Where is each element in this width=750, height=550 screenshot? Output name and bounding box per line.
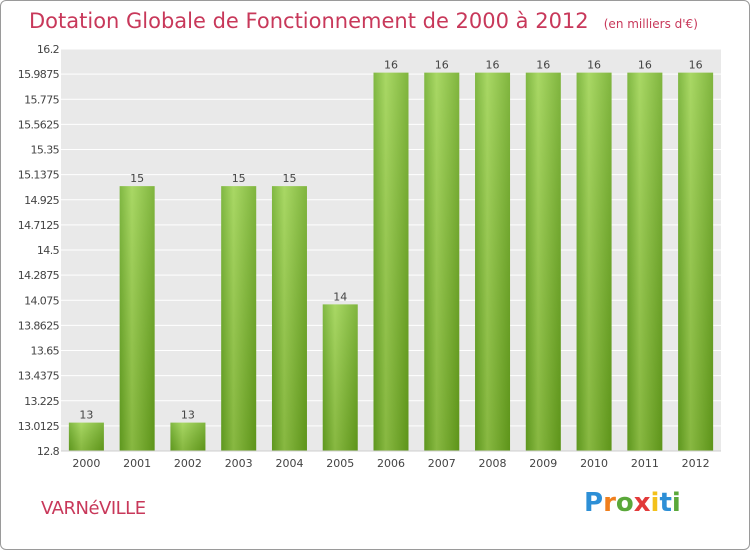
data-label-2000: 13 bbox=[79, 409, 93, 422]
x-tick-label-2012: 2012 bbox=[682, 457, 710, 470]
x-tick-label-2002: 2002 bbox=[174, 457, 202, 470]
logo-letter: i bbox=[671, 488, 681, 518]
data-label-2003: 15 bbox=[232, 172, 246, 185]
data-label-2004: 15 bbox=[282, 172, 296, 185]
logo-letter: i bbox=[650, 488, 660, 518]
data-label-2002: 13 bbox=[181, 409, 195, 422]
x-tick-label-2004: 2004 bbox=[275, 457, 303, 470]
data-label-2008: 16 bbox=[486, 59, 500, 72]
y-tick-label: 14.7125 bbox=[18, 219, 60, 232]
data-label-2001: 15 bbox=[130, 172, 144, 185]
x-tick-label-2007: 2007 bbox=[428, 457, 456, 470]
y-tick-label: 15.5625 bbox=[18, 118, 60, 131]
x-tick-label-2006: 2006 bbox=[377, 457, 405, 470]
bar-shade-2012 bbox=[678, 72, 714, 451]
bar-shade-2008 bbox=[475, 72, 511, 451]
logo-letter: P bbox=[584, 488, 604, 518]
logo-letter: t bbox=[659, 488, 672, 518]
bar-shade-2006 bbox=[373, 72, 409, 451]
data-label-2011: 16 bbox=[638, 59, 652, 72]
y-tick-label: 15.9875 bbox=[18, 68, 60, 81]
data-label-2009: 16 bbox=[536, 59, 550, 72]
proxiti-logo: Proxiti bbox=[584, 488, 681, 518]
data-label-2006: 16 bbox=[384, 59, 398, 72]
logo-letter: x bbox=[633, 488, 651, 518]
place-name: VARNéVILLE bbox=[41, 498, 146, 519]
bar-shade-2000 bbox=[68, 422, 104, 451]
title-row: Dotation Globale de Fonctionnement de 20… bbox=[29, 9, 698, 33]
chart-title: Dotation Globale de Fonctionnement de 20… bbox=[29, 9, 589, 33]
x-tick-label-2003: 2003 bbox=[225, 457, 253, 470]
x-tick-label-2005: 2005 bbox=[326, 457, 354, 470]
bar-shade-2002 bbox=[170, 422, 206, 451]
y-tick-label: 15.35 bbox=[31, 144, 60, 157]
x-tick-label-2001: 2001 bbox=[123, 457, 151, 470]
chart-subtitle: (en milliers d'€) bbox=[603, 17, 698, 31]
logo-letter: r bbox=[603, 488, 616, 518]
logo-letter: o bbox=[615, 488, 634, 518]
y-tick-label: 14.075 bbox=[24, 294, 59, 307]
bar-shade-2007 bbox=[424, 72, 460, 451]
x-tick-label-2009: 2009 bbox=[529, 457, 557, 470]
y-tick-label: 15.775 bbox=[24, 93, 59, 106]
bar-shade-2010 bbox=[576, 72, 612, 451]
x-tick-label-2010: 2010 bbox=[580, 457, 608, 470]
bar-shade-2011 bbox=[627, 72, 663, 451]
y-tick-label: 14.2875 bbox=[18, 269, 60, 282]
bar-shade-2003 bbox=[221, 186, 257, 451]
y-tick-label: 14.925 bbox=[24, 194, 59, 207]
y-tick-label: 13.225 bbox=[24, 395, 59, 408]
y-tick-label: 13.0125 bbox=[18, 420, 60, 433]
data-label-2005: 14 bbox=[333, 290, 347, 303]
data-label-2010: 16 bbox=[587, 59, 601, 72]
y-tick-label: 16.2 bbox=[37, 43, 59, 56]
x-tick-label-2000: 2000 bbox=[72, 457, 100, 470]
data-label-2012: 16 bbox=[689, 59, 703, 72]
bar-shade-2004 bbox=[271, 186, 307, 451]
y-tick-label: 15.1375 bbox=[18, 169, 60, 182]
y-tick-label: 13.8625 bbox=[18, 319, 60, 332]
x-tick-label-2011: 2011 bbox=[631, 457, 659, 470]
y-tick-label: 14.5 bbox=[37, 244, 60, 257]
data-label-2007: 16 bbox=[435, 59, 449, 72]
bar-shade-2005 bbox=[322, 304, 358, 451]
bar-shade-2001 bbox=[119, 186, 155, 451]
bar-shade-2009 bbox=[525, 72, 561, 451]
x-tick-label-2008: 2008 bbox=[479, 457, 507, 470]
y-tick-label: 13.4375 bbox=[18, 370, 60, 383]
y-tick-label: 12.8 bbox=[37, 445, 60, 458]
y-tick-label: 13.65 bbox=[31, 345, 60, 358]
